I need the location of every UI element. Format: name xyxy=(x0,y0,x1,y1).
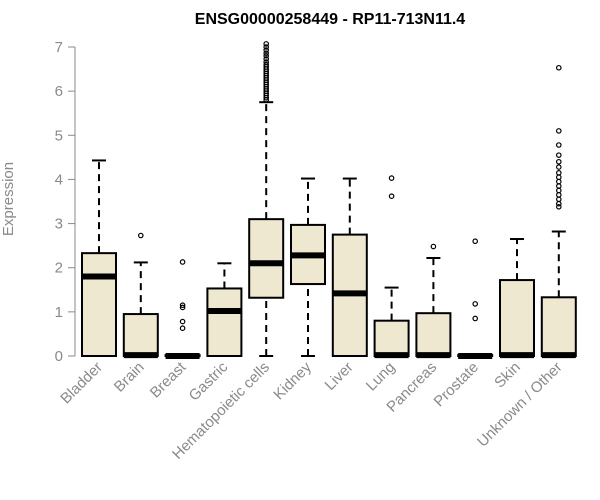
iqr-box xyxy=(248,218,285,299)
y-tick-label: 0 xyxy=(55,348,63,365)
outlier-point xyxy=(388,175,395,181)
outlier-point xyxy=(555,196,562,203)
iqr-box xyxy=(81,252,117,357)
outlier-point xyxy=(555,183,562,189)
box-hematopoietic-cells xyxy=(248,41,285,357)
outlier-point xyxy=(555,170,562,176)
outlier-point xyxy=(472,238,479,245)
y-tick-label: 1 xyxy=(55,304,63,321)
outlier-point xyxy=(263,56,270,62)
outlier-point xyxy=(263,50,270,56)
y-axis: 0 1 2 3 4 5 6 7 xyxy=(55,39,76,365)
outlier-point xyxy=(555,203,562,210)
outlier-point xyxy=(555,178,562,185)
outlier-point xyxy=(179,318,186,325)
outlier-point xyxy=(555,128,562,134)
outlier-point xyxy=(263,53,270,59)
outlier-point xyxy=(555,164,562,170)
box-unknown-other xyxy=(540,64,577,359)
outlier-point xyxy=(263,44,270,50)
chart-title: ENSG00000258449 - RP11-713N11.4 xyxy=(195,11,466,28)
outlier-point xyxy=(388,193,395,200)
outlier-point xyxy=(263,97,270,103)
outlier-point xyxy=(263,47,270,53)
outlier-point xyxy=(555,152,562,158)
y-tick-label: 7 xyxy=(55,39,63,56)
outlier-point xyxy=(555,64,562,71)
box-gastric xyxy=(206,262,243,357)
box-pancreas xyxy=(415,243,452,359)
outlier-point xyxy=(555,187,562,194)
outlier-point xyxy=(555,192,562,198)
y-tick-label: 3 xyxy=(55,216,63,233)
outlier-point xyxy=(263,94,270,101)
iqr-box xyxy=(122,313,159,358)
x-tick-label: Breast xyxy=(147,358,190,401)
outlier-point xyxy=(179,325,186,331)
box-bladder xyxy=(81,159,117,357)
outlier-point xyxy=(179,259,186,265)
outlier-point xyxy=(138,232,144,239)
y-tick-label: 6 xyxy=(55,83,63,100)
box-lung xyxy=(373,175,410,359)
y-tick-label: 4 xyxy=(55,171,63,188)
iqr-box xyxy=(373,319,410,357)
outlier-point xyxy=(555,200,562,207)
x-tick-label: Skin xyxy=(491,359,524,392)
outlier-point xyxy=(472,315,479,322)
box-breast xyxy=(164,259,201,359)
iqr-box xyxy=(540,296,577,358)
x-tick-label: Brain xyxy=(111,359,148,396)
x-tick-label: Lung xyxy=(363,359,399,395)
box-kidney xyxy=(290,177,326,357)
box-skin xyxy=(499,238,535,359)
box-liver xyxy=(331,177,368,358)
y-tick-label: 5 xyxy=(55,127,63,144)
x-tick-label: Liver xyxy=(322,359,357,394)
box-brain xyxy=(122,232,159,359)
y-tick-label: 2 xyxy=(55,260,63,277)
x-tick-label: Prostate xyxy=(430,359,482,411)
outlier-point xyxy=(472,301,479,307)
box-prostate xyxy=(457,238,494,359)
outlier-point xyxy=(179,304,186,311)
x-tick-label: Kidney xyxy=(270,358,315,403)
iqr-box xyxy=(499,279,535,357)
outlier-point xyxy=(555,158,562,165)
iqr-box xyxy=(415,312,452,357)
outlier-point xyxy=(263,41,270,47)
outlier-point xyxy=(179,302,186,309)
iqr-box xyxy=(206,287,243,357)
outlier-point xyxy=(555,142,562,148)
outlier-point xyxy=(555,174,562,181)
outlier-point xyxy=(430,243,437,250)
x-tick-label: Bladder xyxy=(57,359,106,408)
y-axis-label: Expression xyxy=(0,162,17,236)
box-series xyxy=(81,41,577,359)
